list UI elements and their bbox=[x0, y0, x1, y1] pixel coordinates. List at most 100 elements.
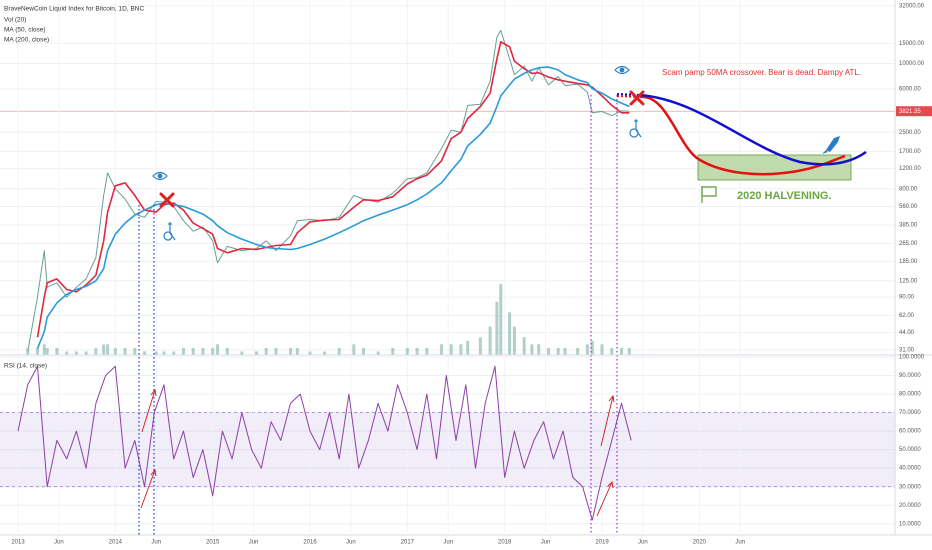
y-tick-label: 185.00 bbox=[899, 259, 918, 265]
y-tick-label: 10.0000 bbox=[899, 521, 921, 527]
volume-bar bbox=[123, 347, 127, 355]
arrow bbox=[140, 388, 615, 517]
volume-bar bbox=[65, 351, 69, 355]
volume-bar bbox=[74, 351, 78, 355]
volume-bar bbox=[264, 347, 268, 355]
volume-bar bbox=[391, 347, 395, 355]
volume-bar bbox=[459, 344, 463, 355]
x-tick-label: 2017 bbox=[401, 540, 415, 546]
volume-bar bbox=[376, 351, 380, 355]
volume-bar bbox=[619, 347, 623, 355]
legend-entry: MA (200, close) bbox=[4, 37, 49, 44]
volume-bar bbox=[162, 351, 166, 355]
last-price-box bbox=[896, 106, 932, 117]
volume-bar bbox=[94, 347, 98, 355]
x-tick-label: 2018 bbox=[498, 540, 512, 546]
x-tick-label: 2020 bbox=[693, 540, 707, 546]
volume-bar bbox=[106, 344, 110, 355]
rsi-title: RSI (14, close) bbox=[4, 363, 47, 370]
y-tick-label: 62.00 bbox=[899, 313, 915, 319]
volume-bar bbox=[563, 347, 567, 355]
x-tick-label: Jun bbox=[54, 540, 64, 546]
volume-bar bbox=[439, 344, 443, 355]
series-line bbox=[36, 66, 630, 349]
eye-icon bbox=[152, 65, 630, 181]
volume-bar bbox=[84, 351, 88, 355]
x-tick-label: 2019 bbox=[595, 540, 609, 546]
x-tick-label: 2015 bbox=[206, 540, 220, 546]
x-tick-label: Jun bbox=[541, 540, 551, 546]
y-tick-label: 31.00 bbox=[899, 348, 915, 354]
volume-bar bbox=[102, 344, 106, 355]
y-tick-label: 44.00 bbox=[899, 330, 915, 336]
series-line bbox=[36, 41, 630, 338]
volume-bar bbox=[425, 347, 429, 355]
volume-bar bbox=[172, 351, 176, 355]
volume-bar bbox=[610, 347, 614, 355]
annotation: 2020 HALVENING. bbox=[737, 190, 832, 202]
y-tick-label: 2500.00 bbox=[899, 130, 921, 136]
x-tick-label: Jun bbox=[151, 540, 161, 546]
grid bbox=[0, 0, 895, 533]
y-tick-label: 30.0000 bbox=[899, 484, 921, 490]
y-tick-label: 20.0000 bbox=[899, 503, 921, 509]
y-tick-label: 90.00 bbox=[899, 295, 915, 301]
y-tick-label: 15000.00 bbox=[899, 41, 925, 47]
legend-entry: MA (50, close) bbox=[4, 27, 46, 34]
y-tick-label: 32000.00 bbox=[899, 3, 925, 9]
volume-bar bbox=[211, 347, 215, 355]
series-line bbox=[17, 365, 632, 521]
volume-bar bbox=[42, 344, 46, 355]
drawings: Scam pamp 50MA crossover. Bear is dead. … bbox=[138, 65, 867, 535]
volume-bar bbox=[26, 347, 30, 355]
volume-bar bbox=[337, 347, 341, 355]
volume-bar bbox=[449, 344, 453, 355]
volume-bar bbox=[181, 347, 185, 355]
y-tick-label: 560.00 bbox=[899, 204, 918, 210]
volume-bar bbox=[530, 344, 534, 355]
projection-ma50 bbox=[639, 95, 846, 176]
y-tick-label: 60.0000 bbox=[899, 429, 921, 435]
volume-bar bbox=[495, 301, 499, 355]
volume-bar bbox=[590, 340, 594, 355]
volume-bar bbox=[488, 326, 492, 355]
volume-bar bbox=[308, 351, 312, 355]
volume-bar bbox=[201, 347, 205, 355]
x-tick-label: 2016 bbox=[303, 540, 317, 546]
x-tick-label: Jun bbox=[735, 540, 745, 546]
volume-bar bbox=[289, 347, 293, 355]
volume-bar bbox=[522, 337, 526, 355]
volume-bar bbox=[556, 347, 560, 355]
cross-mark bbox=[159, 90, 645, 208]
volume-bar bbox=[216, 344, 220, 355]
volume-bar bbox=[35, 347, 39, 355]
wheelchair-icon bbox=[163, 119, 642, 241]
x-tick-label: 2013 bbox=[11, 540, 25, 546]
y-tick-label: 6000.00 bbox=[899, 86, 921, 92]
volume-bar bbox=[225, 347, 229, 355]
y-tick-label: 70.0000 bbox=[899, 410, 921, 416]
volume-bar bbox=[478, 337, 482, 355]
y-tick-label: 1200.00 bbox=[899, 166, 921, 172]
y-tick-label: 125.00 bbox=[899, 278, 918, 284]
volume-bar bbox=[627, 347, 631, 355]
volume-bar bbox=[508, 312, 512, 355]
volume-bar bbox=[191, 347, 195, 355]
y-tick-label: 10000.00 bbox=[899, 61, 925, 67]
volume-bar bbox=[600, 344, 604, 355]
volume-bar bbox=[466, 340, 470, 355]
volume-bar bbox=[240, 351, 244, 355]
projection-ma200 bbox=[639, 93, 867, 166]
volume-bar bbox=[143, 351, 147, 355]
y-tick-label: 800.00 bbox=[899, 186, 918, 192]
legend-entry: BraveNewCoin Liquid Index for Bitcoin, 1… bbox=[4, 6, 144, 13]
y-tick-label: 80.0000 bbox=[899, 392, 921, 398]
target-zone bbox=[697, 154, 852, 181]
volume-bar bbox=[113, 347, 117, 355]
y-tick-label: 90.0000 bbox=[899, 373, 921, 379]
legend-entry: Vol (20) bbox=[4, 17, 26, 24]
x-tick-label: 2014 bbox=[109, 540, 123, 546]
x-tick-label: Jun bbox=[638, 540, 648, 546]
